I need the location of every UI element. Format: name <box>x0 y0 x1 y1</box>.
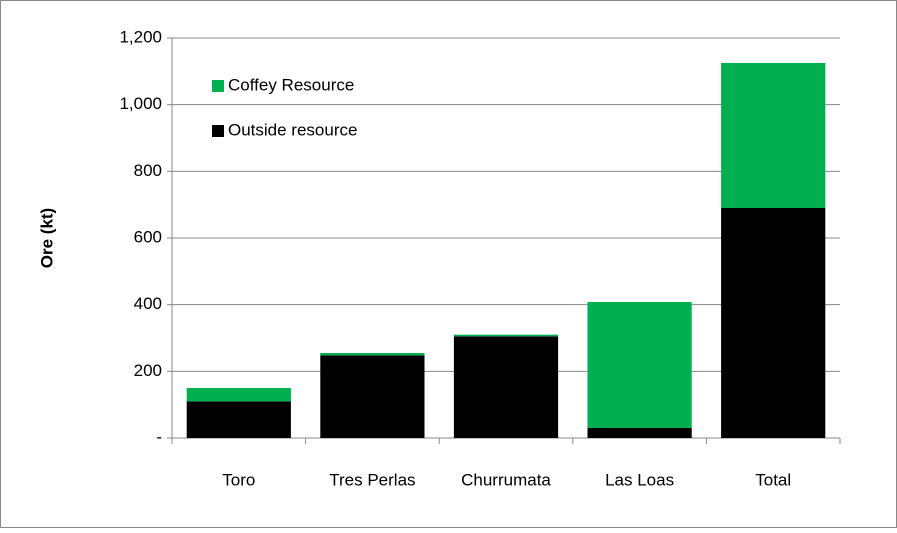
legend-swatch <box>212 80 224 92</box>
y-tick-label: 800 <box>134 161 162 180</box>
x-tick-label: Total <box>755 470 791 489</box>
x-tick-label: Las Loas <box>605 470 674 489</box>
y-tick-label: 200 <box>134 361 162 380</box>
x-tick-label: Tres Perlas <box>329 470 415 489</box>
legend-label: Coffey Resource <box>228 75 354 94</box>
bar-segment <box>320 353 425 356</box>
bar-segment <box>320 355 425 438</box>
bar-segment <box>721 208 826 438</box>
x-tick-label: Churrumata <box>461 470 551 489</box>
legend-swatch <box>212 125 224 137</box>
y-tick-label: 1,000 <box>119 94 162 113</box>
bar-segment <box>587 428 692 438</box>
bar-segment <box>186 388 291 402</box>
y-tick-label: 1,200 <box>119 27 162 46</box>
x-tick-label: Toro <box>222 470 255 489</box>
legend-label: Outside resource <box>228 120 357 139</box>
y-tick-label: 400 <box>134 294 162 313</box>
bar-segment <box>453 336 559 438</box>
bar-segment <box>453 334 559 337</box>
bar-segment <box>721 63 826 208</box>
bar-segment <box>587 302 692 428</box>
bar-segment <box>186 401 291 438</box>
y-tick-label: 600 <box>134 227 162 246</box>
y-axis-label: Ore (kt) <box>37 208 56 268</box>
y-tick-label: - <box>156 427 162 446</box>
